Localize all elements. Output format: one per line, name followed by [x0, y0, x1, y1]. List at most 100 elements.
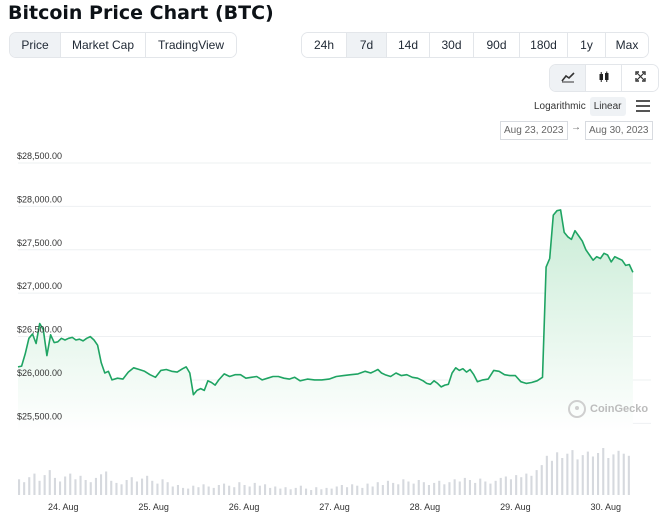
volume-bar — [412, 483, 415, 495]
volume-bar — [53, 477, 56, 495]
x-tick-label: 27. Aug — [319, 502, 350, 512]
x-tick-label: 29. Aug — [500, 502, 531, 512]
volume-bar — [284, 487, 287, 495]
range-14d[interactable]: 14d — [387, 33, 430, 57]
page-title: Bitcoin Price Chart (BTC) — [8, 2, 274, 24]
volume-bar — [499, 477, 502, 495]
volume-bar — [556, 452, 559, 495]
scale-toggle: Logarithmic Linear — [530, 97, 626, 116]
tab-tradingview[interactable]: TradingView — [146, 33, 236, 57]
volume-bar — [28, 477, 31, 495]
volume-bar — [422, 482, 425, 495]
volume-bar — [443, 484, 446, 495]
volume-bar — [69, 473, 72, 495]
volume-bar — [448, 482, 451, 495]
volume-bar — [504, 476, 507, 495]
volume-bar — [566, 453, 569, 495]
volume-bar — [197, 487, 200, 495]
volume-bar — [171, 486, 174, 495]
volume-bar — [607, 458, 610, 495]
volume-bar — [366, 483, 369, 495]
tab-market-cap[interactable]: Market Cap — [61, 33, 146, 57]
volume-bar — [438, 480, 441, 495]
volume-bar — [156, 483, 159, 495]
volume-bar — [187, 488, 190, 495]
volume-bar — [253, 482, 256, 495]
scale-linear[interactable]: Linear — [589, 97, 626, 116]
volume-bar — [346, 487, 349, 495]
volume-bar — [243, 485, 246, 495]
volume-bar — [371, 486, 374, 495]
x-tick-label: 24. Aug — [48, 502, 79, 512]
volume-bar — [228, 485, 231, 495]
volume-bar — [120, 484, 123, 495]
volume-bar — [530, 475, 533, 495]
x-tick-label: 28. Aug — [410, 502, 441, 512]
x-tick-label: 25. Aug — [138, 502, 169, 512]
volume-bar — [33, 473, 36, 495]
volume-bar — [561, 458, 564, 495]
fullscreen-icon — [634, 71, 646, 82]
volume-bar — [392, 482, 395, 495]
volume-bar — [520, 477, 523, 495]
volume-bar — [330, 488, 333, 495]
volume-bar — [356, 485, 359, 495]
volume-bar — [125, 480, 128, 495]
watermark-text: CoinGecko — [590, 403, 649, 415]
tab-price[interactable]: Price — [10, 33, 61, 57]
volume-bar — [59, 481, 62, 495]
volume-bar — [325, 487, 328, 495]
volume-bar — [489, 483, 492, 495]
coingecko-watermark: CoinGecko — [568, 400, 648, 418]
volume-bar — [269, 487, 272, 495]
chart-gridlines — [18, 162, 651, 424]
volume-bar — [484, 481, 487, 495]
volume-bar — [43, 475, 46, 495]
volume-bar — [130, 477, 133, 495]
range-1y[interactable]: 1y — [568, 33, 606, 57]
volume-bar — [315, 487, 318, 495]
volume-bar — [161, 479, 164, 495]
volume-bar — [617, 450, 620, 495]
volume-bar — [627, 455, 630, 495]
x-axis-labels: 24. Aug 25. Aug 26. Aug 27. Aug 28. Aug 29. A… — [48, 502, 621, 512]
hamburger-menu-icon[interactable] — [636, 100, 650, 112]
volume-bar — [94, 477, 97, 495]
candlestick-button[interactable] — [586, 65, 622, 91]
volume-bar — [264, 484, 267, 495]
volume-bar — [479, 478, 482, 495]
volume-bar — [23, 482, 26, 495]
range-max[interactable]: Max — [606, 33, 648, 57]
view-tabs: Price Market Cap TradingView — [9, 32, 237, 58]
date-to-input[interactable]: Aug 30, 2023 — [585, 121, 653, 140]
line-chart-button[interactable] — [550, 65, 586, 91]
volume-bar — [351, 484, 354, 495]
volume-bar — [622, 453, 625, 495]
volume-bar — [141, 478, 144, 495]
volume-bar — [320, 489, 323, 495]
volume-bar — [294, 487, 297, 495]
volume-bar — [151, 480, 154, 495]
range-90d[interactable]: 90d — [474, 33, 520, 57]
range-180d[interactable]: 180d — [520, 33, 568, 57]
volume-bar — [407, 481, 410, 495]
volume-bar — [581, 455, 584, 495]
price-line — [17, 209, 634, 396]
volume-bar — [192, 485, 195, 495]
range-7d[interactable]: 7d — [347, 33, 387, 57]
date-from-input[interactable]: Aug 23, 2023 — [500, 121, 568, 140]
volume-bar — [550, 460, 553, 495]
y-axis-labels: $25,500.00 $26,000.00 $26,500.00 $27,000.00… — [17, 151, 62, 421]
chart-type-toggle — [549, 64, 659, 92]
volume-bar — [571, 450, 574, 495]
volume-bar — [612, 454, 615, 495]
volume-bar — [305, 488, 308, 495]
range-30d[interactable]: 30d — [430, 33, 474, 57]
scale-logarithmic[interactable]: Logarithmic — [534, 101, 586, 112]
fullscreen-button[interactable] — [622, 65, 658, 91]
volume-bar — [248, 486, 251, 495]
volume-bar — [381, 485, 384, 495]
range-24h[interactable]: 24h — [302, 33, 347, 57]
volume-bar — [274, 486, 277, 495]
candlestick-icon — [599, 71, 608, 82]
